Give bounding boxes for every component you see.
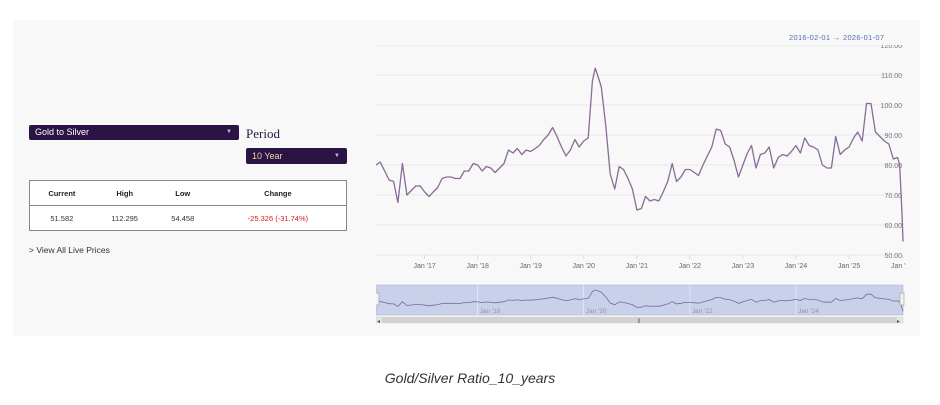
navigator-tick-label: Jan '18	[480, 308, 501, 315]
scrollbar-grip-icon: ⦀	[638, 318, 641, 325]
chevron-down-icon: ▼	[334, 153, 340, 159]
date-to[interactable]: 2026-01-07	[842, 33, 885, 42]
y-tick-label: 70.00	[884, 193, 902, 200]
period-dropdown[interactable]: 10 Year ▼	[246, 148, 347, 164]
x-tick-label: Jan '25	[838, 263, 860, 270]
navigator-handle-right[interactable]	[899, 292, 905, 306]
navigator-series-line	[376, 289, 904, 312]
scroll-left-icon: ◂	[377, 319, 380, 325]
x-tick-label: Jan '21	[626, 263, 648, 270]
x-tick-label: Jan '19	[520, 263, 542, 270]
commodity-dropdown[interactable]: Gold to Silver ▼	[29, 125, 239, 140]
table-header-row: Current High Low Change	[29, 180, 347, 206]
navigator-window[interactable]	[376, 284, 904, 316]
figure-caption: Gold/Silver Ratio_10_years	[384, 370, 556, 386]
ratio-series-line	[376, 67, 904, 242]
y-tick-label: 50.00	[884, 253, 902, 260]
gold-silver-ratio-chart: 50.00 60.00 70.00 80.00 90.00 100.00 110.00 120…	[376, 45, 906, 325]
commodity-dropdown-label: Gold to Silver	[35, 127, 90, 137]
scrollbar-thumb[interactable]	[382, 317, 897, 323]
chevron-down-icon: ▼	[226, 129, 232, 135]
y-tick-label: 110.00	[881, 73, 902, 80]
date-arrow: →	[832, 33, 841, 42]
x-tick-label: Jan '18	[467, 263, 489, 270]
y-tick-label: 90.00	[884, 133, 902, 140]
y-tick-label: 60.00	[884, 223, 902, 230]
x-tick-label: Jan '23	[732, 263, 754, 270]
x-tick-label: Jan '26	[891, 263, 906, 270]
current-value: 51.582	[50, 213, 74, 223]
price-stats-table: Current High Low Change 51.582 112.295 5…	[29, 180, 347, 231]
x-tick-label: Jan '20	[573, 263, 595, 270]
date-range[interactable]: 2016-02-01 → 2026-01-07	[789, 33, 884, 42]
prices-panel: Gold to Silver ▼ Period 10 Year ▼ Curren…	[13, 20, 920, 336]
low-value: 54.458	[171, 213, 195, 223]
column-header-high: High	[93, 180, 156, 206]
navigator-tick-label: Jan '22	[692, 308, 713, 315]
view-all-live-prices-link[interactable]: > View All Live Prices	[29, 245, 110, 255]
x-tick-label: Jan '24	[785, 263, 807, 270]
change-value: -25.326 (-31.74%)	[247, 213, 309, 223]
y-tick-label: 120.00	[881, 45, 903, 50]
navigator-handle-left[interactable]	[376, 292, 380, 306]
navigator-tick-label: Jan '24	[798, 308, 819, 315]
scroll-right-icon: ▸	[897, 319, 900, 325]
column-header-current: Current	[29, 180, 94, 206]
x-tick-label: Jan '17	[413, 263, 435, 270]
x-tick-label: Jan '22	[679, 263, 701, 270]
column-header-low: Low	[155, 180, 210, 206]
period-dropdown-label: 10 Year	[252, 151, 283, 161]
high-value: 112.295	[111, 213, 138, 223]
y-tick-label: 80.00	[884, 163, 902, 170]
column-header-change: Change	[209, 180, 347, 206]
navigator-tick-label: Jan '20	[586, 308, 607, 315]
period-label: Period	[246, 126, 280, 141]
y-tick-label: 100.00	[881, 103, 903, 110]
date-from[interactable]: 2016-02-01	[789, 33, 831, 42]
table-row: 51.582 112.295 54.458 -25.326 (-31.74%)	[30, 206, 347, 231]
